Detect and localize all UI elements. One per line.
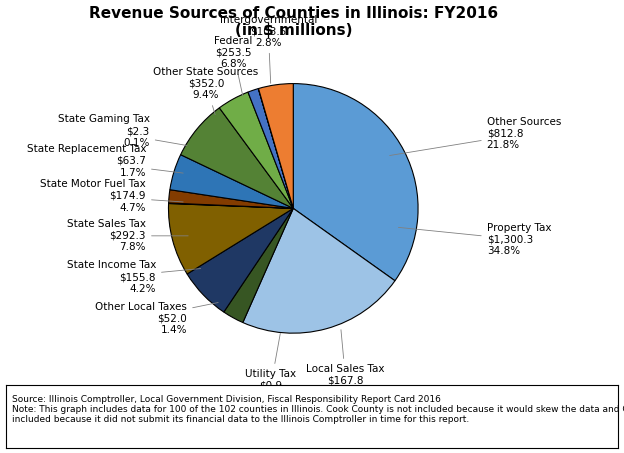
Text: State Motor Fuel Tax
$174.9
4.7%: State Motor Fuel Tax $174.9 4.7% [41,179,183,212]
Text: Other Sources
$812.8
21.8%: Other Sources $812.8 21.8% [389,117,561,155]
Wedge shape [293,84,418,281]
Wedge shape [180,108,293,208]
Text: Federal
$253.5
6.8%: Federal $253.5 6.8% [214,36,253,96]
Text: Source: Illinois Comptroller, Local Government Division, Fiscal Responsibility R: Source: Illinois Comptroller, Local Gove… [12,395,624,424]
Wedge shape [170,154,293,208]
Text: State Sales Tax
$292.3
7.8%: State Sales Tax $292.3 7.8% [67,219,188,252]
Text: Local Sales Tax
$167.8
4.5%: Local Sales Tax $167.8 4.5% [306,330,385,397]
Wedge shape [258,88,293,208]
Text: State Replacement Tax
$63.7
1.7%: State Replacement Tax $63.7 1.7% [26,145,183,178]
Text: Other Local Taxes
$52.0
1.4%: Other Local Taxes $52.0 1.4% [95,302,218,335]
Wedge shape [168,203,293,208]
Wedge shape [243,208,395,333]
Text: State Income Tax
$155.8
4.2%: State Income Tax $155.8 4.2% [67,260,201,294]
Wedge shape [168,203,293,274]
Wedge shape [187,208,293,312]
Text: Property Tax
$1,300.3
34.8%: Property Tax $1,300.3 34.8% [398,223,551,256]
Wedge shape [258,84,293,208]
Title: Revenue Sources of Counties in Illinois: FY2016
(in $ millions): Revenue Sources of Counties in Illinois:… [89,5,498,38]
Text: Utility Tax
$0.9
0.0%: Utility Tax $0.9 0.0% [245,333,296,402]
Wedge shape [248,89,293,208]
Text: State Gaming Tax
$2.3
0.1%: State Gaming Tax $2.3 0.1% [58,115,187,148]
Wedge shape [220,92,293,208]
Wedge shape [224,208,293,323]
Text: Intergovernmental
$103.5
2.8%: Intergovernmental $103.5 2.8% [220,14,317,83]
Text: Other State Sources
$352.0
9.4%: Other State Sources $352.0 9.4% [154,67,258,115]
Wedge shape [168,190,293,208]
